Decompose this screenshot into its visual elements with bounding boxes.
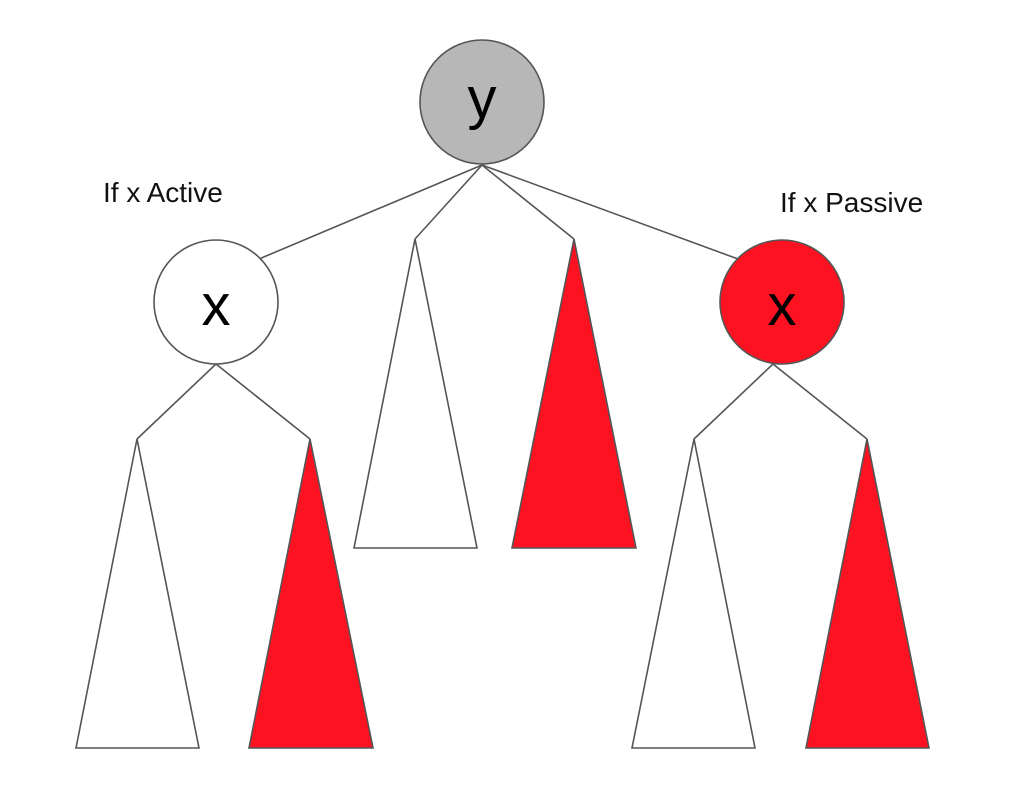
edge-root-to-right-x [481,164,739,260]
root-node-label: y [468,66,497,131]
right-node-x-passive [719,239,845,365]
root-node-y [419,39,545,165]
left-node-x-active [153,239,279,365]
subtree-right-x-right [805,438,930,749]
left-node-label: x [202,273,231,338]
subtree-right-x-left [631,438,756,749]
subtree-left-x-right [248,438,374,749]
edge-root-to-subtree-left [414,164,483,240]
subtree-left-x-left [75,438,200,749]
edge-root-to-subtree-right [481,164,575,240]
edge-right-x-to-subtree-left [693,363,774,440]
subtree-root-left [353,238,478,549]
edge-left-x-to-subtree-right [215,363,311,440]
edge-right-x-to-subtree-right [772,363,868,440]
caption-if-x-passive: If x Passive [780,187,923,218]
subtree-root-right [511,238,637,549]
edge-root-to-left-x [258,164,483,260]
edge-left-x-to-subtree-left [136,363,217,440]
caption-if-x-active: If x Active [103,177,223,208]
right-node-label: x [768,273,797,338]
